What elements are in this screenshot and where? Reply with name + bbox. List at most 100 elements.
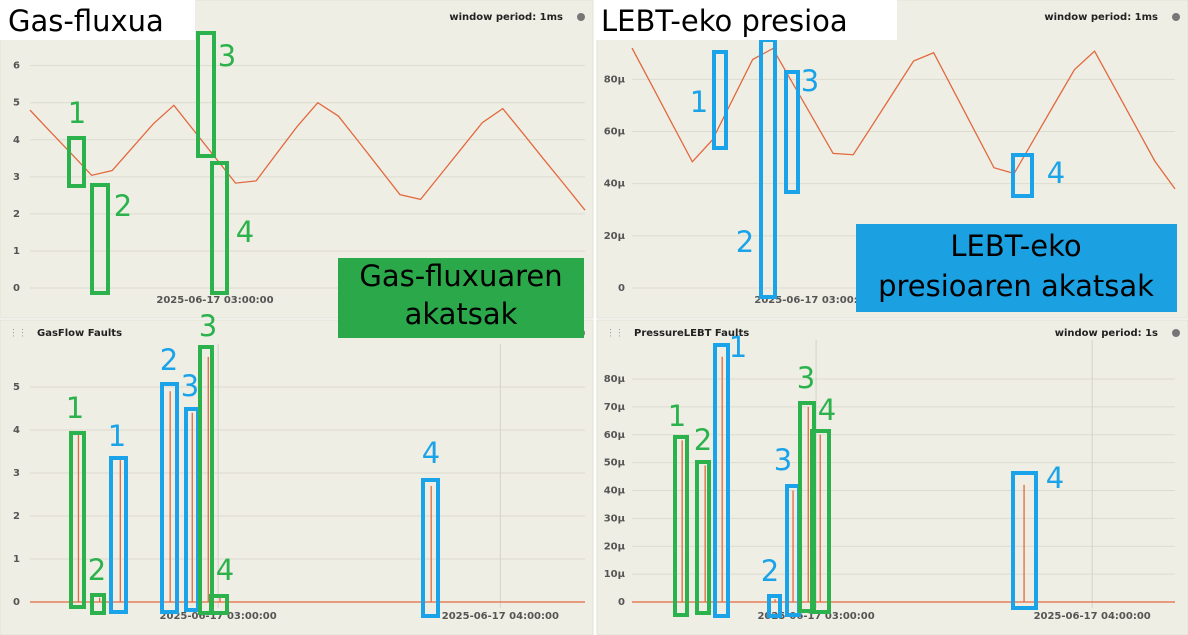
y-tick-label: 0 [13, 597, 20, 608]
y-tick-label: 2 [13, 209, 20, 220]
caption-background [338, 258, 584, 338]
overlay-title: Gas-fluxua [8, 4, 164, 38]
annotation-label: 2 [761, 554, 779, 588]
series-line [30, 356, 585, 603]
caption: presioaren akatsak [878, 269, 1154, 303]
overlay-title: LEBT-eko presioa [601, 4, 848, 38]
annotation-box [67, 136, 86, 188]
annotation-label: 4 [236, 215, 254, 249]
y-tick-label: 2 [13, 511, 20, 522]
x-tick-label: 2025-06-17 03:00:00 [757, 611, 874, 622]
y-tick-label: 1 [13, 554, 20, 565]
annotation-box [810, 429, 831, 614]
series-line [631, 47, 1176, 190]
y-tick-label: 0 [618, 597, 625, 608]
y-tick-label: 60μ [604, 430, 626, 441]
window-period: window period: 1ms [1044, 12, 1158, 23]
series-line [29, 101, 586, 211]
y-tick-label: 0 [618, 283, 625, 294]
annotation-label: 1 [108, 419, 126, 453]
annotation-box [90, 593, 106, 615]
annotation-box [90, 183, 110, 295]
annotation-box [673, 435, 689, 617]
x-tick-label: 2025-06-17 03:00:00 [754, 295, 871, 306]
annotation-label: 2 [88, 553, 106, 587]
caption-background [856, 224, 1177, 312]
annotation-label: 1 [729, 330, 747, 364]
caption: Gas-fluxuaren [359, 259, 562, 293]
annotation-label: 1 [66, 391, 84, 425]
y-tick-label: 40μ [604, 486, 626, 497]
annotation-box [160, 382, 179, 614]
annotation-box [767, 594, 782, 618]
x-tick-label: 2025-06-17 03:00:00 [156, 295, 273, 306]
annotation-box [196, 31, 216, 158]
annotation-label: 4 [216, 553, 234, 587]
annotation-label: 3 [181, 369, 199, 403]
y-tick-label: 70μ [604, 402, 626, 413]
annotation-label: 4 [818, 393, 836, 427]
y-tick-label: 80μ [604, 74, 626, 85]
panel [0, 319, 594, 635]
y-tick-label: 5 [13, 98, 20, 109]
annotation-box [1011, 153, 1034, 198]
y-tick-label: 40μ [604, 179, 626, 190]
annotation-box [209, 594, 229, 615]
annotation-box [713, 343, 730, 618]
window-period: window period: 1s [1055, 328, 1158, 339]
annotation-box [695, 460, 711, 615]
annotation-label: 3 [797, 361, 815, 395]
y-tick-label: 50μ [604, 458, 626, 469]
panel-title: GasFlow Faults [37, 328, 122, 339]
y-tick-label: 3 [13, 172, 20, 183]
y-tick-label: 30μ [604, 513, 626, 524]
x-tick-label: 2025-06-17 03:00:00 [160, 611, 277, 622]
annotation-box [712, 50, 728, 150]
annotation-label: 2 [160, 343, 178, 377]
y-tick-label: 4 [13, 425, 20, 436]
title-background [594, 0, 897, 40]
caption: akatsak [405, 297, 518, 331]
annotation-box [1011, 471, 1038, 610]
annotation-box [784, 70, 800, 194]
annotation-box [210, 161, 229, 295]
annotation-label: 3 [774, 443, 792, 477]
annotation-label: 3 [218, 39, 236, 73]
window-period: window period: 1ms [449, 12, 563, 23]
series-line [632, 356, 1175, 603]
y-tick-label: 20μ [604, 541, 626, 552]
y-tick-label: 0 [13, 283, 20, 294]
annotation-label: 4 [422, 436, 440, 470]
x-tick-label: 2025-06-17 04:00:00 [442, 611, 559, 622]
annotation-box [198, 345, 214, 615]
y-tick-label: 4 [13, 135, 20, 146]
settings-icon[interactable] [1172, 13, 1180, 21]
annotation-label: 1 [690, 85, 708, 119]
panel-title: PressureLEBT Faults [634, 328, 749, 339]
y-tick-label: 1 [13, 246, 20, 257]
annotation-label: 2 [114, 189, 132, 223]
annotation-label: 3 [801, 64, 819, 98]
annotation-box [69, 431, 86, 609]
settings-icon[interactable] [577, 13, 585, 21]
annotation-box [109, 456, 128, 614]
annotation-label: 1 [668, 399, 686, 433]
drag-handle: ⋮⋮ [606, 329, 624, 339]
y-tick-label: 6 [13, 61, 20, 72]
annotation-label: 1 [68, 96, 86, 130]
annotation-label: 4 [1046, 461, 1064, 495]
caption: LEBT-eko [950, 229, 1081, 263]
x-tick-label: 2025-06-17 04:00:00 [1034, 611, 1151, 622]
y-tick-label: 60μ [604, 127, 626, 138]
y-tick-label: 3 [13, 468, 20, 479]
annotation-label: 2 [736, 225, 754, 259]
y-tick-label: 10μ [604, 569, 626, 580]
annotation-label: 4 [1047, 156, 1065, 190]
settings-icon[interactable] [1172, 329, 1180, 337]
drag-handle: ⋮⋮ [9, 329, 27, 339]
y-tick-label: 80μ [604, 374, 626, 385]
annotation-label: 3 [199, 309, 217, 343]
y-tick-label: 20μ [604, 231, 626, 242]
title-background [0, 0, 195, 40]
